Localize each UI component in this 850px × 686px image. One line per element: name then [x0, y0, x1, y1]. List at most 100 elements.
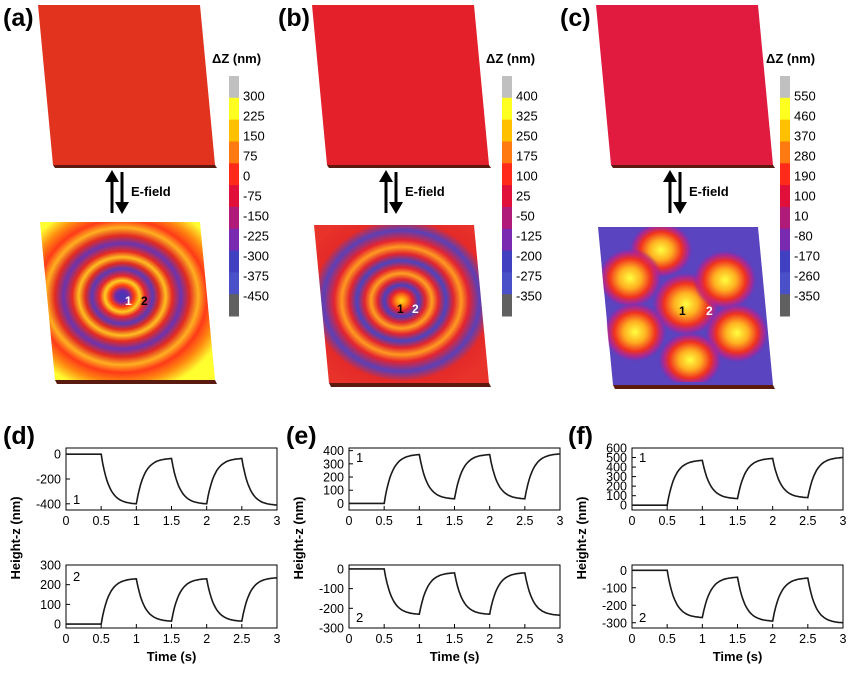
colorbar-swatch: [229, 228, 239, 252]
colorbar-swatch: [502, 76, 512, 99]
colorbar-swatch: [502, 141, 512, 164]
colorbar-tick-label: -200: [516, 249, 542, 264]
x-tick-label: 1: [133, 632, 140, 646]
x-tick-label: 0.5: [658, 514, 675, 528]
colorbar-swatch: [780, 97, 790, 121]
colorbar-swatch: [780, 272, 790, 295]
plot-d-2: 0 0.5 1 1.5 2 2.5 3 0 100 200 300 2 Time (s): [40, 559, 280, 665]
series-line: [66, 453, 278, 506]
series-line: [632, 456, 844, 506]
colorbar-swatch: [229, 163, 239, 186]
x-tick-label: 2.5: [799, 632, 816, 646]
plot-e-2: 0 0.5 1 1.5 2 2.5 3 0 -100 -200 -300 2 Time (s): [319, 562, 564, 664]
y-tick-label: 100: [606, 489, 627, 503]
plot-frame: [65, 447, 278, 511]
x-tick-label: 3: [557, 632, 564, 646]
x-tick-label: 2: [203, 632, 210, 646]
efield-label-a: E-field: [131, 184, 171, 199]
colorbar-swatch: [502, 206, 512, 230]
x-axis-label: Time (s): [147, 649, 197, 664]
colorbar-tick-label: -150: [243, 209, 269, 224]
colorbar-swatch: [502, 97, 512, 121]
y-tick-label: 100: [323, 484, 344, 498]
panel-e-label: (e): [286, 422, 317, 450]
y-tick-label: 0: [337, 562, 344, 576]
colorbar-swatch: [780, 163, 790, 186]
y-tick-label: 500: [606, 451, 627, 465]
colorbar-tick-label: -125: [516, 229, 542, 244]
y-tick-label: -300: [602, 616, 627, 630]
x-tick-label: 3: [840, 514, 847, 528]
y-tick-label: 400: [606, 461, 627, 475]
colorbar-b: ΔZ (nm) 400 325 250 175 100 25 -50 -125 -200 -275…: [486, 51, 542, 317]
colorbar-swatch: [502, 272, 512, 295]
x-tick-label: 1: [699, 514, 706, 528]
x-tick-label: 2.5: [516, 514, 533, 528]
x-tick-label: 0.5: [658, 632, 675, 646]
x-tick-label: 0: [629, 632, 636, 646]
y-tick-label: 300: [606, 470, 627, 484]
x-tick-label: 0: [346, 632, 353, 646]
y-tick-label: 200: [40, 578, 61, 592]
colorbar-swatch: [780, 294, 790, 317]
colorbar-tick-label: 100: [794, 189, 816, 204]
x-tick-label: 0.5: [92, 514, 109, 528]
colorbar-tick-label: -50: [516, 209, 535, 224]
marker-1-c: 1: [679, 304, 686, 318]
series-line: [349, 453, 561, 505]
panel-a-bottom-surface: 1 2: [40, 222, 217, 384]
panel-a-label: (a): [3, 4, 34, 32]
series-line: [349, 568, 561, 616]
colorbar-swatch: [229, 250, 239, 273]
panel-c-label: (c): [560, 4, 591, 32]
series-label: 2: [356, 610, 363, 625]
x-tick-label: 1: [416, 632, 423, 646]
colorbar-tick-label: 175: [516, 149, 538, 164]
y-tick-label: 0: [620, 499, 627, 513]
series-label: 2: [639, 610, 646, 625]
colorbar-swatch: [229, 141, 239, 164]
x-tick-label: 0: [63, 632, 70, 646]
x-tick-label: 2: [769, 514, 776, 528]
y-tick-label: 200: [323, 471, 344, 485]
panel-c-efield-arrows: E-field: [663, 170, 729, 214]
colorbar-tick-label: -350: [516, 289, 542, 304]
colorbar-tick-label: -225: [243, 229, 269, 244]
panel-a-efield-arrows: E-field: [105, 170, 171, 214]
colorbar-swatch: [502, 228, 512, 252]
x-tick-label: 1: [416, 514, 423, 528]
colorbar-tick-label: 460: [794, 109, 816, 124]
x-tick-label: 3: [274, 514, 281, 528]
colorbar-c-ticks: 550 460 370 280 190 100 10 -80 -170 -260 -350: [794, 89, 820, 304]
colorbar-swatch: [229, 76, 239, 99]
x-tick-label: 0.5: [375, 632, 392, 646]
panel-d-label: (d): [3, 422, 35, 450]
colorbar-title-c: ΔZ (nm): [766, 51, 815, 66]
y-tick-label: -200: [319, 602, 344, 616]
colorbar-tick-label: 370: [794, 129, 816, 144]
colorbar-tick-label: 150: [243, 129, 265, 144]
colorbar-b-swatches: [502, 76, 512, 317]
x-tick-label: 1: [699, 632, 706, 646]
colorbar-swatch: [229, 119, 239, 142]
y-tick-label: 300: [323, 457, 344, 471]
y-axis-label: Height-z (nm): [291, 496, 306, 579]
x-tick-label: 1.5: [729, 632, 746, 646]
x-axis-label: Time (s): [713, 649, 763, 664]
y-tick-label: 0: [54, 618, 61, 632]
series-label: 1: [639, 450, 646, 465]
colorbar-tick-label: 325: [516, 109, 538, 124]
colorbar-swatch: [502, 294, 512, 317]
colorbar-tick-label: -350: [794, 289, 820, 304]
y-axis-label: Height-z (nm): [574, 496, 589, 579]
colorbar-c-swatches: [780, 76, 790, 317]
x-tick-label: 1.5: [163, 632, 180, 646]
x-tick-label: 0.5: [375, 514, 392, 528]
series-label: 1: [356, 450, 363, 465]
colorbar-tick-label: 0: [243, 169, 250, 184]
line-plots: 0 0.5 1 1.5 2 2.5 30-200-400 10 0.5 1 1.5 2 2.5 30100…: [8, 442, 847, 665]
colorbar-tick-label: 300: [243, 89, 265, 104]
x-tick-label: 2: [203, 514, 210, 528]
y-tick-label: -300: [319, 622, 344, 636]
y-tick-label: 600: [606, 442, 627, 456]
